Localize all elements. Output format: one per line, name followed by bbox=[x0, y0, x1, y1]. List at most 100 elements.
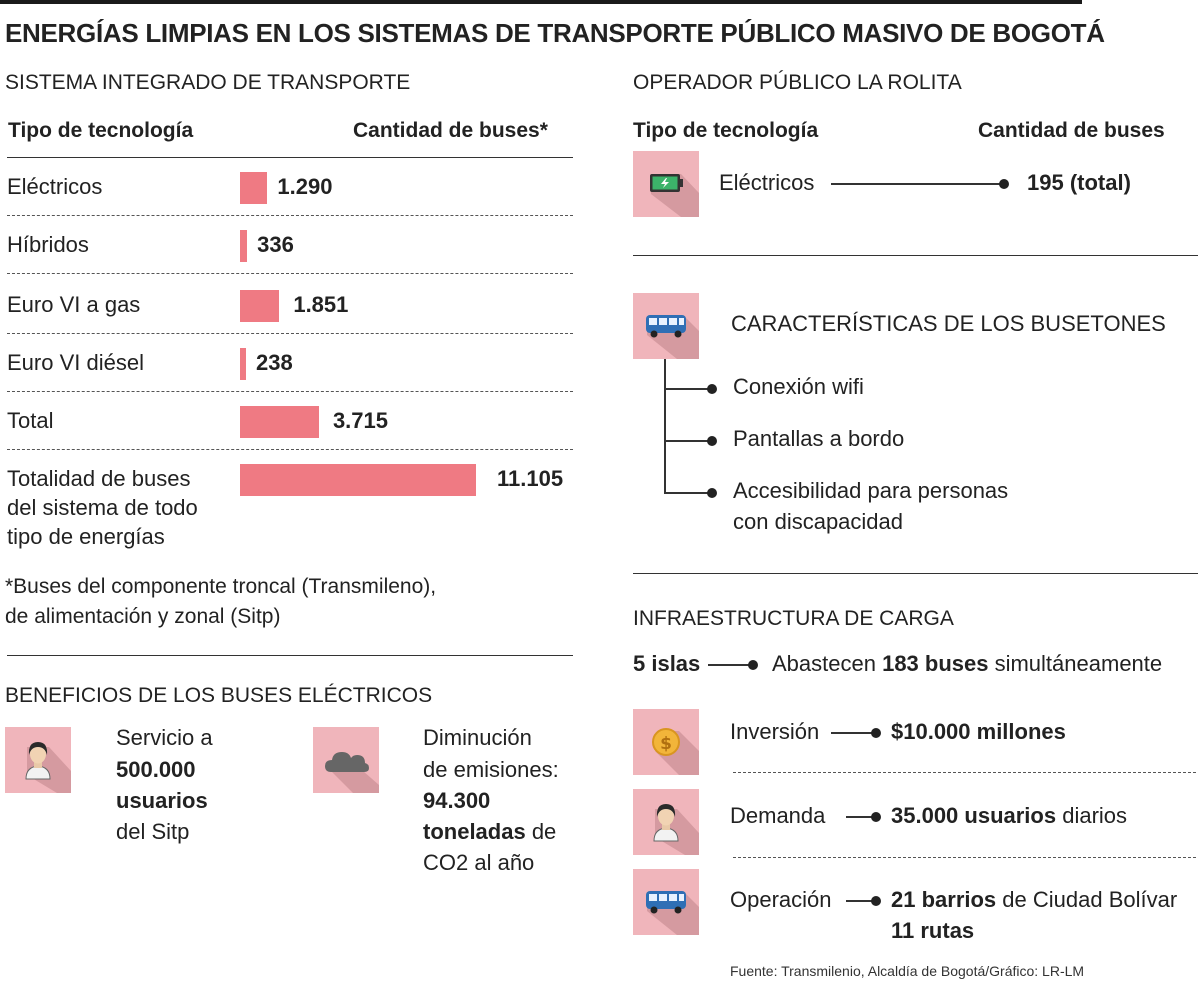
busetones-rule bbox=[633, 573, 1198, 574]
person-icon bbox=[633, 789, 699, 855]
page-title: ENERGÍAS LIMPIAS EN LOS SISTEMAS DE TRAN… bbox=[5, 18, 1105, 48]
rolita-rule bbox=[633, 255, 1198, 256]
bar bbox=[240, 464, 476, 496]
bar bbox=[240, 406, 319, 438]
title-top-rule bbox=[0, 0, 1082, 4]
bar-category-label: Eléctricos bbox=[7, 174, 103, 199]
carga-abastecen: Abastecen 183 buses simultáneamente bbox=[772, 651, 1162, 677]
operacion-ciudad: de Ciudad Bolívar bbox=[996, 887, 1178, 912]
rolita-col-count-header: Cantidad de buses bbox=[978, 119, 1165, 142]
footnote-line-2: de alimentación y zonal (Sitp) bbox=[5, 605, 281, 628]
demanda-value-bold: 35.000 usuarios bbox=[891, 803, 1057, 828]
row-separator bbox=[7, 391, 573, 392]
bar-category-label: Híbridos bbox=[7, 232, 89, 257]
operacion-rutas: 11 rutas bbox=[891, 918, 975, 943]
sit-col-tech-header: Tipo de tecnología bbox=[8, 119, 194, 142]
benefit-users-line1: Servicio a bbox=[116, 725, 213, 750]
bar bbox=[240, 172, 268, 204]
benefit-emissions-line3: 94.300 bbox=[423, 788, 491, 813]
bar-category-label: Euro VI diésel bbox=[7, 350, 144, 375]
sit-col-count-header: Cantidad de buses* bbox=[353, 119, 548, 142]
svg-text:$: $ bbox=[660, 734, 672, 754]
demanda-value: 35.000 usuarios diarios bbox=[891, 803, 1127, 829]
busetones-item-access-line1: Accesibilidad para personas bbox=[733, 478, 1009, 503]
carga-islas-connector bbox=[708, 664, 752, 666]
coin-icon: $ bbox=[633, 709, 699, 775]
bar-category-label: Euro VI a gas bbox=[7, 292, 141, 317]
bar-value-label: 1.290 bbox=[277, 174, 333, 199]
emissions-de: de bbox=[525, 819, 557, 844]
operacion-connector bbox=[846, 900, 876, 902]
row-separator bbox=[7, 215, 573, 216]
demanda-connector bbox=[846, 816, 876, 818]
benefits-title: BENEFICIOS DE LOS BUSES ELÉCTRICOS bbox=[5, 684, 433, 707]
benefit-emissions-line2: de emisiones: bbox=[423, 757, 559, 782]
inversion-dot bbox=[871, 728, 881, 738]
row-separator bbox=[7, 333, 573, 334]
row-separator bbox=[7, 273, 573, 274]
operacion-value: 21 barrios de Ciudad Bolívar bbox=[891, 887, 1177, 913]
carga-dash-2 bbox=[733, 857, 1196, 858]
rolita-connector bbox=[831, 183, 1004, 185]
bus-icon bbox=[633, 293, 699, 359]
bar-value-label: 3.715 bbox=[332, 408, 388, 433]
bar-value-label: 1.851 bbox=[293, 292, 349, 317]
bus-icon bbox=[633, 869, 699, 935]
row-separator bbox=[7, 449, 573, 450]
inversion-connector bbox=[831, 732, 876, 734]
battery-icon bbox=[633, 151, 699, 217]
operacion-label: Operación bbox=[730, 887, 832, 912]
busetones-item-wifi: Conexión wifi bbox=[733, 374, 864, 399]
busetones-dot-1 bbox=[707, 384, 717, 394]
bar-value-label: 336 bbox=[257, 232, 294, 257]
busetones-item-screens: Pantallas a bordo bbox=[733, 426, 905, 451]
carga-abastecen-a: Abastecen bbox=[772, 651, 883, 676]
person-icon bbox=[5, 727, 71, 793]
carga-abastecen-b: 183 buses bbox=[882, 651, 989, 676]
operacion-dot bbox=[871, 896, 881, 906]
footnote-rule bbox=[7, 655, 573, 656]
footnote-line-1: *Buses del componente troncal (Transmile… bbox=[5, 575, 437, 598]
cloud-icon bbox=[313, 727, 379, 793]
inversion-value: $10.000 millones bbox=[891, 719, 1066, 744]
inversion-label: Inversión bbox=[730, 719, 820, 744]
sit-section-title: SISTEMA INTEGRADO DE TRANSPORTE bbox=[5, 71, 411, 94]
benefit-emissions-line4: toneladas de bbox=[423, 816, 556, 847]
bar-value-label: 238 bbox=[256, 350, 293, 375]
benefit-users-line4: del Sitp bbox=[116, 819, 190, 844]
benefit-users-line3: usuarios bbox=[116, 788, 208, 813]
benefit-users-line2: 500.000 bbox=[116, 757, 196, 782]
source-note: Fuente: Transmilenio, Alcaldía de Bogotá… bbox=[730, 963, 1085, 979]
busetones-vertical-connector bbox=[664, 359, 666, 492]
bar-category-label: Total bbox=[7, 408, 54, 433]
busetones-dot-3 bbox=[707, 488, 717, 498]
benefit-emissions-line5: CO2 al año bbox=[423, 850, 535, 875]
sit-header-rule bbox=[7, 157, 573, 158]
emissions-tons: toneladas bbox=[423, 819, 526, 844]
carga-islas: 5 islas bbox=[633, 651, 701, 676]
rolita-col-tech-header: Tipo de tecnología bbox=[633, 119, 819, 142]
operacion-barrios: 21 barrios bbox=[891, 887, 997, 912]
busetones-branch-3 bbox=[664, 492, 712, 494]
bar-category-label: Totalidad de buses bbox=[7, 466, 191, 491]
busetones-title: CARACTERÍSTICAS DE LOS BUSETONES bbox=[731, 311, 1166, 336]
busetones-dot-2 bbox=[707, 436, 717, 446]
bar bbox=[240, 230, 248, 262]
bar bbox=[240, 290, 280, 322]
busetones-item-access-line2: con discapacidad bbox=[733, 509, 904, 534]
busetones-branch-2 bbox=[664, 440, 712, 442]
benefit-emissions-line1: Diminución bbox=[423, 725, 532, 750]
bar bbox=[240, 348, 246, 380]
carga-islas-dot bbox=[748, 660, 758, 670]
demanda-value-rest: diarios bbox=[1056, 803, 1128, 828]
carga-section-title: INFRAESTRUCTURA DE CARGA bbox=[633, 607, 954, 630]
rolita-section-title: OPERADOR PÚBLICO LA ROLITA bbox=[633, 71, 962, 94]
carga-abastecen-c: simultáneamente bbox=[988, 651, 1163, 676]
bar-category-label: del sistema de todo bbox=[7, 495, 198, 520]
demanda-label: Demanda bbox=[730, 803, 826, 828]
rolita-tech-label: Eléctricos bbox=[719, 170, 815, 195]
rolita-value: 195 (total) bbox=[1027, 170, 1131, 195]
bar-category-label: tipo de energías bbox=[7, 524, 165, 549]
carga-dash-1 bbox=[733, 772, 1196, 773]
busetones-branch-1 bbox=[664, 388, 712, 390]
